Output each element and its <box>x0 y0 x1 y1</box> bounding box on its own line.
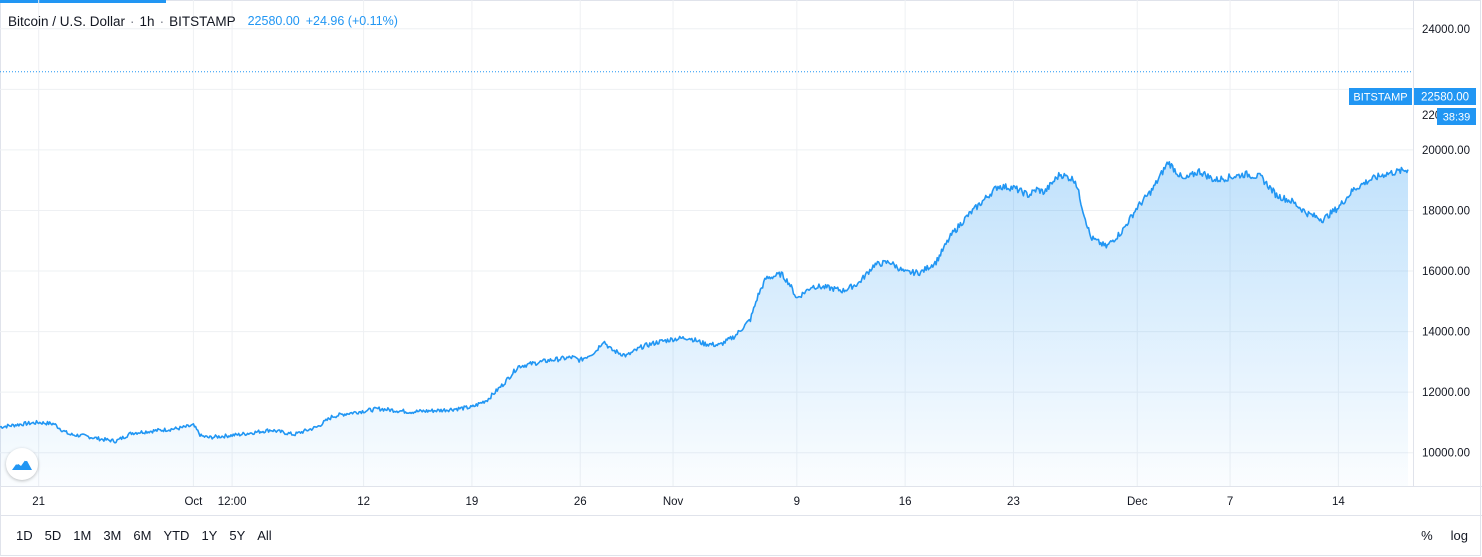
countdown-label: 38:39 <box>1443 112 1471 124</box>
time-tick-label: Nov <box>663 496 684 508</box>
price-chart[interactable]: 10000.00 12000.00 14000.00 16000.00 18000.00… <box>0 0 1482 515</box>
area-fill <box>0 161 1408 487</box>
price-tick-label: 16000.00 <box>1422 266 1470 278</box>
time-tick-label: Dec <box>1127 496 1148 508</box>
range-selector: 1D 5D 1M 3M 6M YTD 1Y 5Y All <box>16 528 278 543</box>
price-change: +24.96 (+0.11%) <box>305 14 398 28</box>
price-tick-label: 18000.00 <box>1422 205 1470 217</box>
countdown-badge: 38:39 <box>1437 108 1476 125</box>
price-tick-label: 12000.00 <box>1422 387 1470 399</box>
time-tick-label: 21 <box>32 496 45 508</box>
range-ytd-button[interactable]: YTD <box>163 528 190 543</box>
separator-dot: · <box>159 13 165 29</box>
log-scale-toggle[interactable]: log <box>1450 528 1468 543</box>
last-price: 22580.00 <box>247 14 300 28</box>
range-5d-button[interactable]: 5D <box>44 528 62 543</box>
time-tick-label: 23 <box>1007 496 1020 508</box>
price-tick-label: 24000.00 <box>1422 24 1470 36</box>
separator-dot: · <box>130 13 135 29</box>
bottom-toolbar: 1D 5D 1M 3M 6M YTD 1Y 5Y All % log <box>0 515 1482 555</box>
time-tick-label: 16 <box>899 496 912 508</box>
active-tab-accent <box>0 0 166 3</box>
scale-controls: % log <box>1421 528 1468 543</box>
hidden-tick-fragment: 220 <box>1422 110 1441 122</box>
exchange-badge: BITSTAMP <box>1349 88 1412 105</box>
exchange-badge-label: BITSTAMP <box>1353 92 1407 104</box>
time-tick-label: 12:00 <box>218 496 247 508</box>
price-tick-label: 14000.00 <box>1422 327 1470 339</box>
interval-label[interactable]: 1h <box>139 13 155 29</box>
last-price-badge: 22580.00 <box>1414 88 1476 105</box>
range-1d-button[interactable]: 1D <box>16 528 33 543</box>
range-5y-button[interactable]: 5Y <box>229 528 246 543</box>
symbol-name[interactable]: Bitcoin / U.S. Dollar <box>8 13 126 29</box>
chart-legend: Bitcoin / U.S. Dollar · 1h · BITSTAMP 22… <box>8 12 398 30</box>
price-tick-label: 10000.00 <box>1422 448 1470 460</box>
range-3m-button[interactable]: 3M <box>103 528 122 543</box>
time-tick-label: 12 <box>357 496 370 508</box>
range-all-button[interactable]: All <box>257 528 272 543</box>
time-tick-label: 7 <box>1227 496 1233 508</box>
time-tick-label: 26 <box>574 496 587 508</box>
price-line <box>0 161 1409 444</box>
range-1m-button[interactable]: 1M <box>73 528 92 543</box>
range-6m-button[interactable]: 6M <box>133 528 152 543</box>
time-tick-label: 19 <box>466 496 479 508</box>
price-tick-label: 20000.00 <box>1422 145 1470 157</box>
exchange-label: BITSTAMP <box>169 13 236 29</box>
time-axis[interactable]: 21 Oct 12:00 12 19 26 Nov 9 16 23 Dec 7 14 <box>32 496 1345 508</box>
last-price-badge-label: 22580.00 <box>1421 92 1469 104</box>
time-tick-label: 9 <box>794 496 800 508</box>
range-1y-button[interactable]: 1Y <box>201 528 218 543</box>
tradingview-logo-icon[interactable] <box>6 448 38 480</box>
price-axis[interactable]: 10000.00 12000.00 14000.00 16000.00 18000.00… <box>1422 24 1470 460</box>
time-tick-label: Oct <box>184 496 203 508</box>
percent-scale-toggle[interactable]: % <box>1421 528 1433 543</box>
time-tick-label: 14 <box>1332 496 1345 508</box>
